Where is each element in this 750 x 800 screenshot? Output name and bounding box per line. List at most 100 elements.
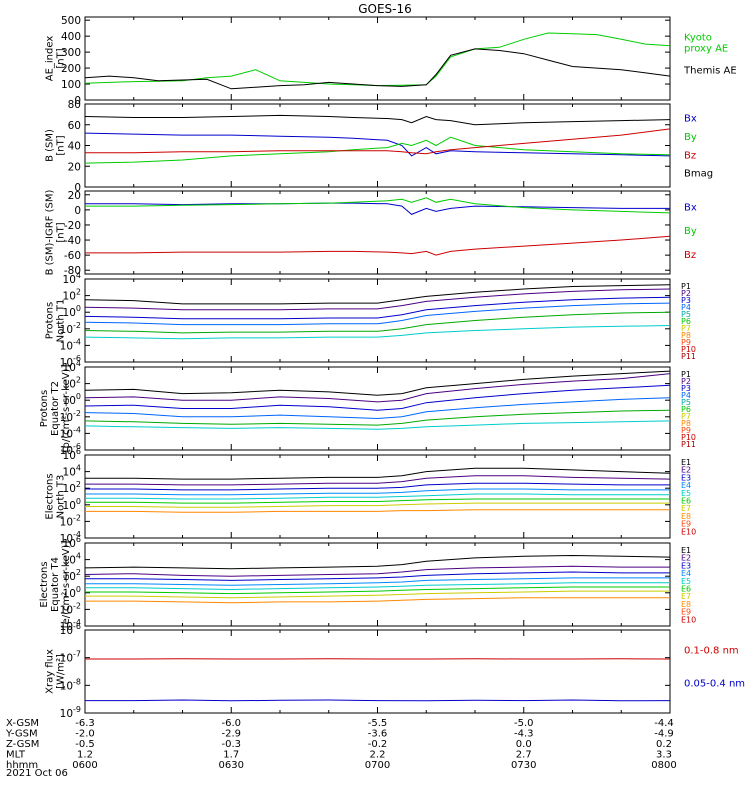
y-axis-label: [e/(cm²-s-sr-keV)] bbox=[61, 541, 72, 629]
legend-label: E4 bbox=[681, 569, 691, 578]
y-tick-label: -80 bbox=[64, 265, 81, 277]
series-line-e3 bbox=[85, 571, 670, 581]
legend-label: E5 bbox=[681, 577, 691, 586]
legend-label: P7 bbox=[681, 412, 691, 421]
series-line-e8 bbox=[85, 597, 670, 604]
y-tick-label: 100 bbox=[61, 79, 81, 91]
legend-label: Bmag bbox=[684, 169, 713, 180]
panel-2: 0 20 40 60 80 B (SM) [nT] Bx By Bz Bmag bbox=[45, 99, 714, 194]
legend-label: E8 bbox=[681, 512, 691, 521]
y-tick-label: 200 bbox=[61, 63, 81, 75]
series-line-p3 bbox=[84, 384, 671, 411]
legend-label: Bx bbox=[684, 113, 697, 124]
footer-value: 0.0 bbox=[516, 739, 532, 750]
series-line-e5 bbox=[85, 493, 670, 500]
legend-label: P10 bbox=[681, 433, 696, 442]
y-tick-exponent: 4 bbox=[76, 359, 81, 368]
footer-value: 0600 bbox=[72, 760, 97, 771]
y-tick-exponent: -7 bbox=[73, 650, 81, 659]
footer-value: -6.3 bbox=[75, 718, 95, 729]
series-line-e7 bbox=[85, 590, 670, 599]
series-line-p5 bbox=[84, 311, 671, 334]
y-axis-label: [p/(cm²-s-sr-keV)] bbox=[61, 365, 72, 453]
y-tick-exponent: -8 bbox=[73, 677, 81, 686]
series-line-by bbox=[85, 197, 671, 214]
y-tick-label: -20 bbox=[64, 220, 81, 232]
y-axis-label: Electrons bbox=[45, 473, 56, 519]
footer-row-label: MLT bbox=[6, 750, 26, 761]
legend-label: E9 bbox=[681, 608, 691, 617]
legend-label: P4 bbox=[681, 391, 691, 400]
y-axis-label: [W/m²] bbox=[56, 654, 67, 689]
series-line-e8 bbox=[85, 509, 670, 513]
y-axis-label: North T1 bbox=[56, 299, 67, 343]
footer-row-label: hhmm bbox=[6, 760, 38, 771]
legend-label: E1 bbox=[681, 546, 691, 555]
y-tick-label: 10-6 bbox=[60, 622, 81, 637]
footer-value: -6.0 bbox=[221, 718, 241, 729]
legend-label: P2 bbox=[681, 377, 691, 386]
series-line-p3 bbox=[84, 296, 671, 320]
series-line-bz bbox=[85, 235, 671, 256]
y-axis-label: Protons bbox=[45, 302, 56, 339]
y-tick-label: -40 bbox=[64, 235, 81, 247]
y-tick-exponent: -2 bbox=[73, 513, 81, 522]
y-tick-label: 40 bbox=[68, 141, 81, 153]
y-tick-label: 500 bbox=[61, 15, 81, 27]
series-line-by bbox=[84, 136, 671, 164]
series-line-kyoto-proxy-ae bbox=[84, 32, 671, 87]
y-tick-label: 20 bbox=[68, 190, 81, 202]
y-tick-label: 60 bbox=[68, 120, 81, 132]
legend-label: E7 bbox=[681, 504, 691, 513]
series-line-e1 bbox=[84, 554, 671, 570]
legend-label: E1 bbox=[681, 458, 691, 467]
series-line-p5 bbox=[84, 409, 671, 426]
y-tick-label: 0 bbox=[74, 95, 81, 107]
y-tick-exponent: 6 bbox=[76, 447, 81, 456]
y-tick-exponent: -4 bbox=[73, 337, 81, 346]
legend-label: P8 bbox=[681, 419, 691, 428]
y-axis-label: Protons bbox=[39, 390, 50, 427]
y-tick-exponent: -2 bbox=[73, 409, 81, 418]
legend-label: E4 bbox=[681, 481, 691, 490]
series-line-p4 bbox=[84, 302, 671, 326]
series-line-e1 bbox=[85, 467, 671, 480]
y-tick-exponent: 0 bbox=[76, 497, 81, 506]
y-axis-label: Equator T2 bbox=[50, 381, 61, 436]
legend-label: E10 bbox=[681, 615, 696, 624]
series-line-e4 bbox=[85, 577, 670, 586]
y-tick-label: 80 bbox=[68, 99, 81, 111]
footer-value: -4.3 bbox=[514, 729, 534, 740]
series-line-bz bbox=[85, 128, 671, 155]
y-tick-exponent: -4 bbox=[73, 618, 81, 627]
y-tick-exponent: -2 bbox=[73, 321, 81, 330]
legend-label: P1 bbox=[681, 282, 691, 291]
y-axis-label: B (SM)-IGRF (SM) bbox=[45, 190, 56, 276]
footer-value: 2.2 bbox=[370, 750, 386, 761]
footer-value: -0.5 bbox=[75, 739, 95, 750]
y-tick-label: 400 bbox=[61, 31, 81, 43]
series-line-e5 bbox=[85, 582, 670, 591]
legend-label: 0.05-0.4 nm bbox=[684, 678, 745, 689]
legend-label: P5 bbox=[681, 398, 691, 407]
footer-row-label: Y-GSM bbox=[5, 729, 38, 740]
legend-label: Kyoto bbox=[684, 32, 712, 43]
plot-title: GOES-16 bbox=[358, 2, 412, 16]
series-line-p6 bbox=[84, 420, 671, 430]
legend-label: P7 bbox=[681, 324, 691, 333]
y-tick-exponent: 2 bbox=[76, 288, 81, 297]
footer-value: 2.7 bbox=[516, 750, 532, 761]
panel-3: -80 -60 -40 -20 0 20 B (SM)-IGRF (SM) [nT] Bx By B… bbox=[45, 190, 697, 278]
legend-label: P9 bbox=[681, 338, 691, 347]
footer-value: 0.2 bbox=[656, 739, 672, 750]
legend-label: By bbox=[684, 132, 697, 143]
y-tick-exponent: 2 bbox=[76, 376, 81, 385]
y-tick-exponent: 0 bbox=[76, 304, 81, 313]
legend-label: P2 bbox=[681, 289, 691, 298]
